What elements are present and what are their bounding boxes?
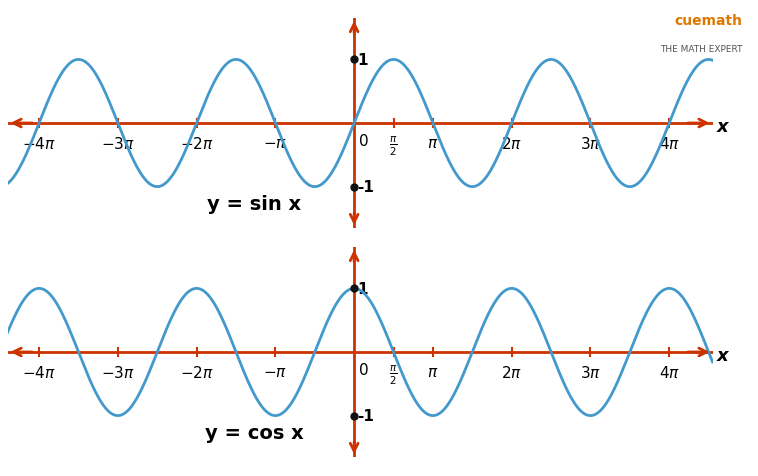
Text: $3\pi$: $3\pi$ xyxy=(580,136,601,152)
Text: $-3\pi$: $-3\pi$ xyxy=(101,136,135,152)
Text: $-3\pi$: $-3\pi$ xyxy=(101,364,135,380)
Text: 1: 1 xyxy=(357,281,368,296)
Text: $\pi$: $\pi$ xyxy=(428,364,439,379)
Text: $-2\pi$: $-2\pi$ xyxy=(180,364,214,380)
Text: y = cos x: y = cos x xyxy=(205,423,304,442)
Text: $-4\pi$: $-4\pi$ xyxy=(22,364,56,380)
Text: $-\pi$: $-\pi$ xyxy=(263,364,287,379)
Text: x: x xyxy=(716,118,728,136)
Text: $\pi$: $\pi$ xyxy=(428,136,439,151)
Text: 1: 1 xyxy=(357,53,368,68)
Text: -1: -1 xyxy=(357,180,374,195)
Text: x: x xyxy=(716,347,728,365)
Text: $4\pi$: $4\pi$ xyxy=(659,136,680,152)
Text: $2\pi$: $2\pi$ xyxy=(501,136,522,152)
Text: 0: 0 xyxy=(359,134,368,149)
Text: THE MATH EXPERT: THE MATH EXPERT xyxy=(660,45,743,54)
Text: $-\pi$: $-\pi$ xyxy=(263,136,287,151)
Text: $2\pi$: $2\pi$ xyxy=(501,364,522,380)
Text: $-2\pi$: $-2\pi$ xyxy=(180,136,214,152)
Text: y = sin x: y = sin x xyxy=(207,195,302,214)
Text: $4\pi$: $4\pi$ xyxy=(659,364,680,380)
Text: $\frac{\pi}{2}$: $\frac{\pi}{2}$ xyxy=(390,135,398,158)
Text: $\frac{\pi}{2}$: $\frac{\pi}{2}$ xyxy=(390,363,398,386)
Text: 0: 0 xyxy=(359,362,368,377)
Text: -1: -1 xyxy=(357,408,374,423)
Text: $3\pi$: $3\pi$ xyxy=(580,364,601,380)
Text: $-4\pi$: $-4\pi$ xyxy=(22,136,56,152)
Text: cuemath: cuemath xyxy=(675,14,743,28)
